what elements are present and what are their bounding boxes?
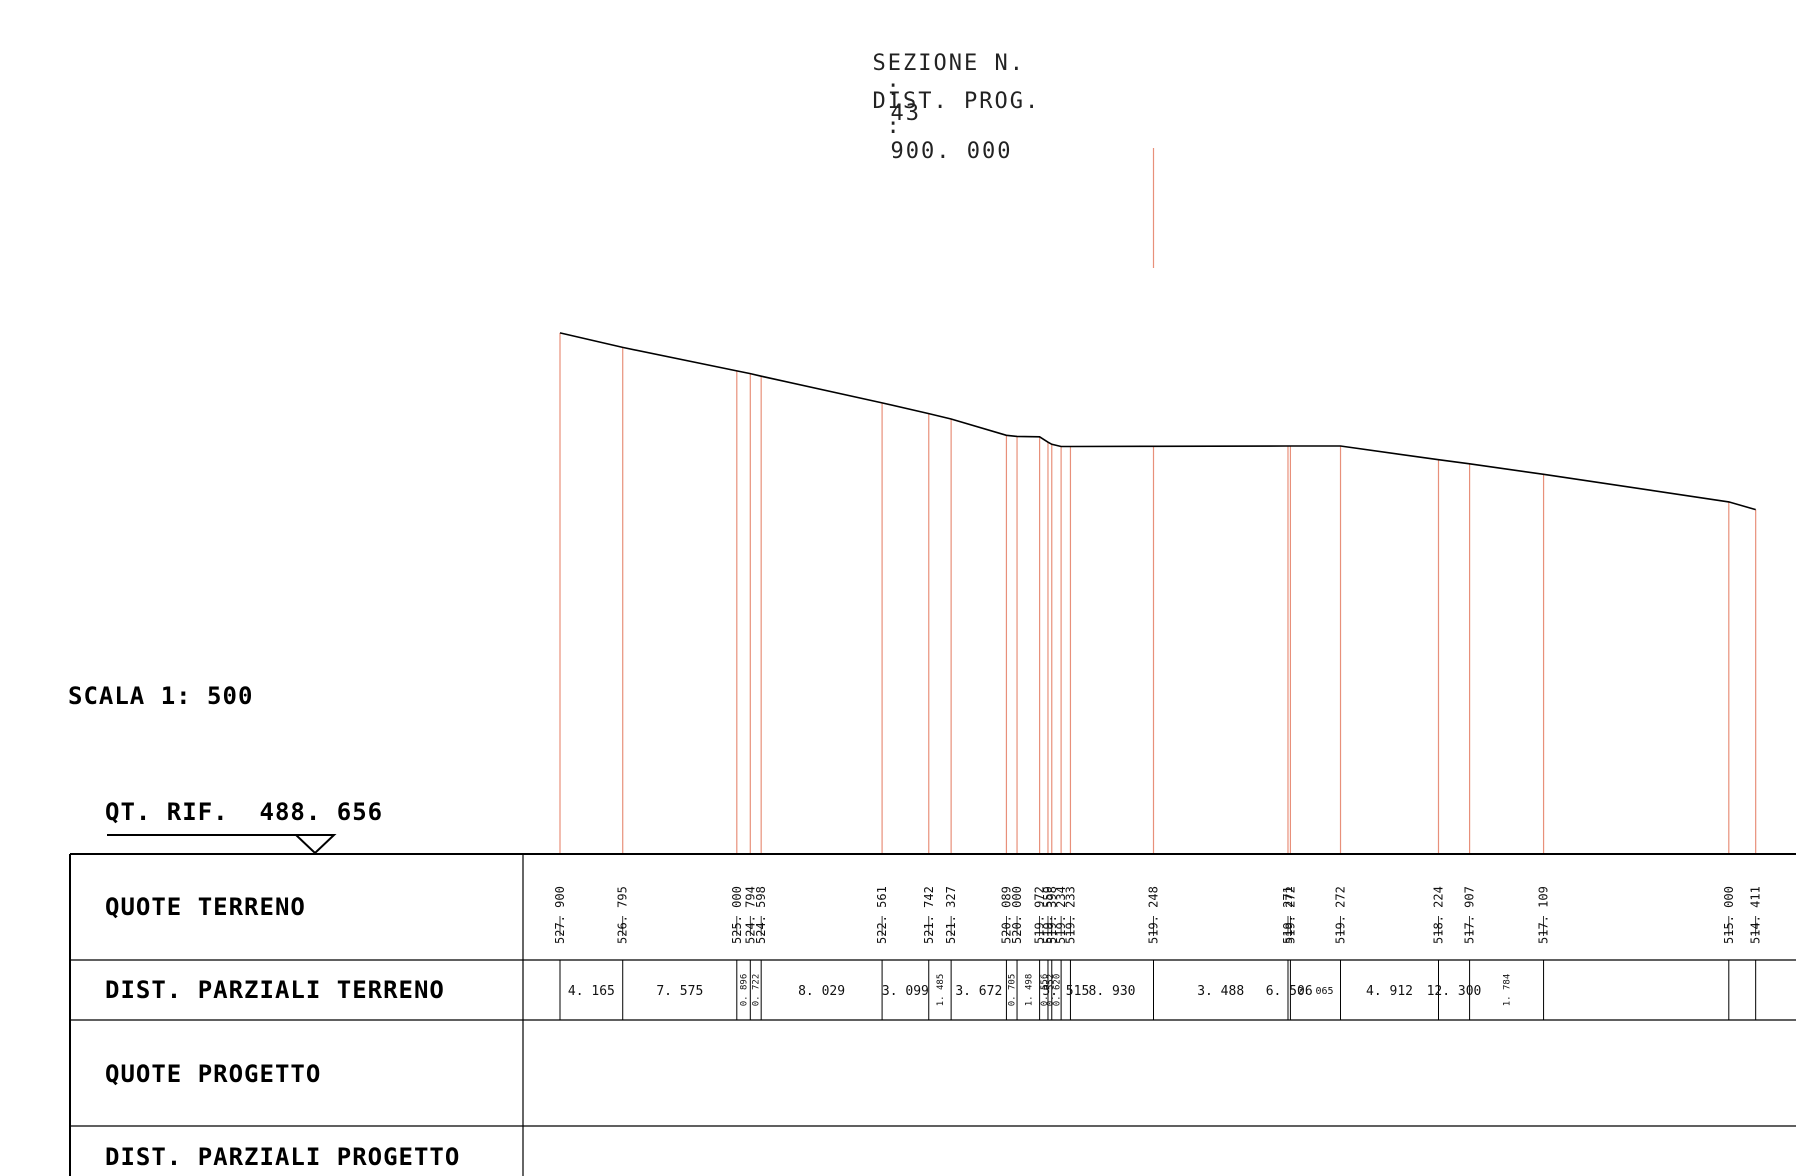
elevation-label: 519. 272 [1334, 886, 1348, 944]
distance-label: 2. 065 [1297, 986, 1333, 997]
data-table-grid [69, 834, 1796, 1176]
distance-label: 0. 556 [1040, 974, 1050, 1007]
distance-label: 1. 485 [936, 974, 946, 1007]
progressive-distance-sep: : [886, 114, 902, 139]
distance-label: 0. 552 [1046, 974, 1056, 1007]
section-number-sep: : [886, 76, 902, 101]
reference-elevation: QT. RIF. 488. 656 [105, 798, 384, 826]
distance-label: 3. 672 [955, 984, 1002, 999]
section-number-label: SEZIONE N. [872, 51, 1025, 76]
distance-label: 4. 912 [1366, 984, 1413, 999]
elevation-label: 521. 742 [922, 886, 936, 944]
distance-label: 0. 705 [1008, 974, 1018, 1007]
elevation-label: 519. 972 [1033, 886, 1047, 944]
reference-triangle [293, 834, 337, 855]
distance-label: 0. 722 [752, 974, 762, 1007]
elevation-label: 517. 907 [1463, 886, 1477, 944]
station-verticals [559, 148, 1757, 854]
distance-label: 1. 498 [1024, 974, 1034, 1007]
elevation-label: 520. 000 [1010, 886, 1024, 944]
elevation-label: 525. 000 [730, 886, 744, 944]
elevation-label: 524. 598 [754, 886, 768, 944]
distance-label: 8. 930 [1089, 984, 1136, 999]
distance-label: 3. 099 [882, 984, 929, 999]
distance-label: 7. 575 [656, 984, 703, 999]
distance-label: 1. 784 [1503, 974, 1513, 1007]
row-label-dist-parziali-progetto: DIST. PARZIALI PROGETTO [105, 1143, 461, 1171]
elevation-label: 520. 089 [999, 886, 1013, 944]
progressive-distance-label: DIST. PROG. [872, 89, 1041, 114]
elevation-label: 518. 224 [1432, 886, 1446, 944]
terrain-profile [559, 332, 1756, 511]
row-label-dist-parziali-terreno: DIST. PARZIALI TERRENO [105, 976, 445, 1004]
distance-label: 12. 300 [1427, 984, 1482, 999]
scale-label: SCALA 1: 500 [68, 682, 254, 710]
elevation-label: 519. 234 [1054, 886, 1068, 944]
elevation-label: 519. 233 [1063, 886, 1077, 944]
progressive-distance: DIST. PROG. : 900. 000 [842, 64, 1040, 164]
elevation-label: 515. 000 [1722, 886, 1736, 944]
distance-label: 5. 515 [1042, 984, 1089, 999]
distance-label: 8. 029 [798, 984, 845, 999]
distance-label: 4. 165 [568, 984, 615, 999]
elevation-label: 514. 411 [1749, 886, 1763, 944]
elevation-label: 519. 272 [1283, 886, 1297, 944]
distance-label: 0. 896 [740, 974, 750, 1007]
distance-label: 0. 620 [1052, 974, 1062, 1007]
elevation-label: 524. 794 [743, 886, 757, 944]
elevation-label: 517. 109 [1537, 886, 1551, 944]
terrain-line [559, 332, 1756, 511]
elevation-label: 526. 795 [616, 886, 630, 944]
elevation-label: 521. 327 [944, 886, 958, 944]
distance-label: 6. 506 [1266, 984, 1313, 999]
distance-label: 3. 488 [1197, 984, 1244, 999]
row-label-quote-terreno: QUOTE TERRENO [105, 893, 306, 921]
elevation-label: 519. 271 [1281, 886, 1295, 944]
elevation-label: 527. 900 [553, 886, 567, 944]
elevation-label: 522. 561 [875, 886, 889, 944]
row-label-quote-progetto: QUOTE PROGETTO [105, 1060, 322, 1088]
section-number-value: 43 [890, 101, 921, 126]
section-number: SEZIONE N. : 43 [842, 26, 1025, 126]
progressive-distance-value: 900. 000 [890, 139, 1013, 164]
elevation-label: 519. 398 [1045, 886, 1059, 944]
elevation-label: 519. 248 [1147, 886, 1161, 944]
partial-distance-labels: 4. 165 7. 575 0. 896 0. 722 8. 029 3. 099 1. 4… [559, 960, 1757, 1020]
